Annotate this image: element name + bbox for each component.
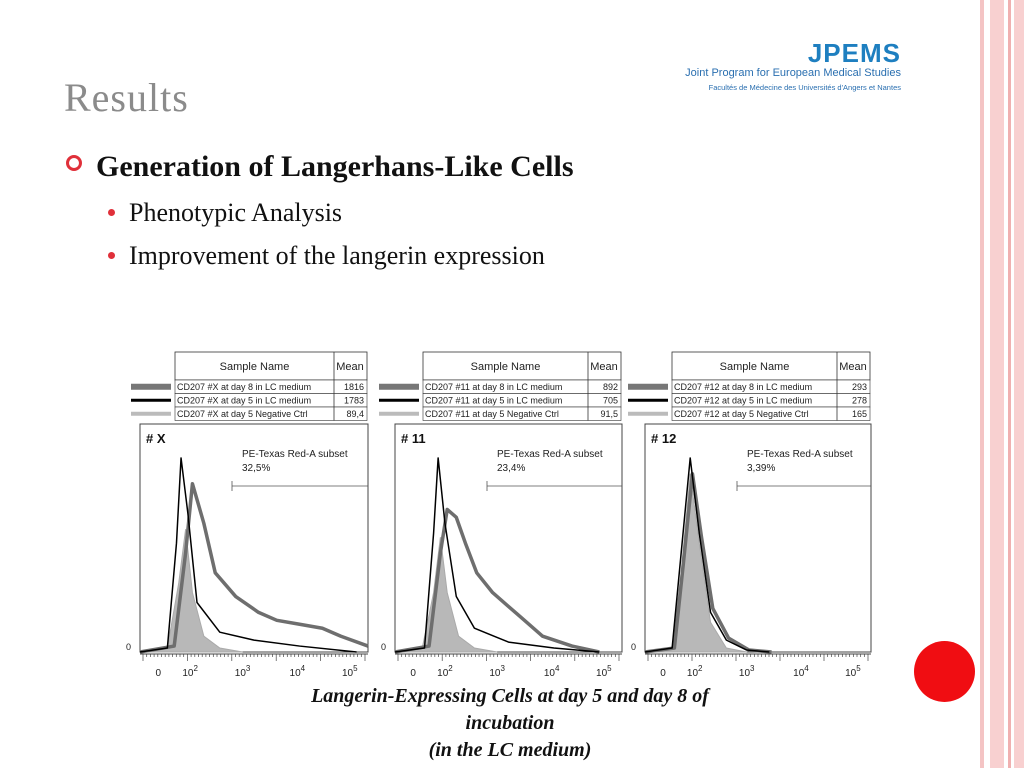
table-header-mean: Mean bbox=[839, 361, 867, 373]
table-sample-name: CD207 #X at day 5 in LC medium bbox=[177, 396, 311, 406]
table-row bbox=[174, 406, 368, 421]
gate-label: PE-Texas Red-A subset bbox=[747, 449, 853, 460]
table-sample-name: CD207 #12 at day 8 in LC medium bbox=[674, 382, 812, 392]
table-sample-name: CD207 #12 at day 5 Negative Ctrl bbox=[674, 409, 809, 419]
x-axis-tick-label: 103 bbox=[489, 664, 505, 679]
slide-title-text: Results bbox=[64, 75, 189, 120]
table-row bbox=[422, 406, 622, 421]
x-axis-tick-label: 103 bbox=[235, 664, 251, 679]
sub-bullet-2: Improvement of the langerin expression bbox=[108, 241, 545, 271]
x-axis-tick-label: 0 bbox=[155, 668, 161, 679]
gate-value: 32,5% bbox=[242, 463, 270, 474]
histogram-id: # 12 bbox=[651, 431, 676, 446]
x-axis-tick-label: 104 bbox=[544, 664, 560, 679]
histogram-id: # X bbox=[146, 431, 166, 446]
logo-line2: Facultés de Médecine des Universités d'A… bbox=[708, 83, 901, 92]
y-axis-zero: 0 bbox=[631, 642, 636, 652]
x-axis-tick-label: 103 bbox=[739, 664, 755, 679]
table-sample-name: CD207 #X at day 8 in LC medium bbox=[177, 382, 311, 392]
x-axis-tick-label: 105 bbox=[845, 664, 861, 679]
red-circle-decoration bbox=[914, 641, 975, 702]
dot-bullet-icon bbox=[108, 209, 115, 216]
gate-value: 23,4% bbox=[497, 463, 525, 474]
table-header-mean: Mean bbox=[590, 361, 618, 373]
slide-title: Results bbox=[64, 74, 189, 121]
table-sample-name: CD207 #11 at day 5 Negative Ctrl bbox=[425, 409, 559, 419]
table-sample-name: CD207 #11 at day 8 in LC medium bbox=[425, 382, 562, 392]
table-mean-value: 1816 bbox=[344, 382, 364, 392]
y-axis-zero: 0 bbox=[126, 642, 131, 652]
x-axis-tick-label: 102 bbox=[182, 664, 198, 679]
caption-line-2: incubation bbox=[465, 712, 555, 734]
day8-histogram-line bbox=[644, 472, 772, 654]
x-axis-tick-label: 0 bbox=[660, 668, 666, 679]
slide-border-stripes bbox=[980, 0, 1024, 768]
table-mean-value: 705 bbox=[603, 396, 618, 406]
circle-bullet-icon bbox=[66, 155, 82, 171]
main-bullet: Generation of Langerhans-Like Cells bbox=[66, 150, 574, 184]
sub-bullet-text: Phenotypic Analysis bbox=[129, 198, 343, 227]
figure-caption: Langerin-Expressing Cells at day 5 and d… bbox=[180, 683, 840, 764]
x-axis-tick-label: 105 bbox=[596, 664, 612, 679]
negative-ctrl-histogram bbox=[139, 529, 243, 653]
table-mean-value: 165 bbox=[852, 409, 867, 419]
day8-histogram-line bbox=[139, 481, 369, 654]
x-axis-tick-label: 102 bbox=[687, 664, 703, 679]
sub-bullet-text: Improvement of the langerin expression bbox=[129, 241, 545, 270]
day5-histogram-line bbox=[139, 457, 357, 653]
table-header-sample: Sample Name bbox=[720, 361, 790, 373]
logo-line1: Joint Program for European Medical Studi… bbox=[685, 67, 901, 79]
dot-bullet-icon bbox=[108, 252, 115, 259]
x-axis-tick-label: 105 bbox=[342, 664, 358, 679]
table-sample-name: CD207 #12 at day 5 in LC medium bbox=[674, 396, 812, 406]
gate-label: PE-Texas Red-A subset bbox=[242, 449, 348, 460]
x-axis-tick-label: 104 bbox=[793, 664, 809, 679]
table-sample-name: CD207 #11 at day 5 in LC medium bbox=[425, 396, 562, 406]
y-axis-zero: 0 bbox=[381, 642, 386, 652]
x-axis-tick-label: 0 bbox=[410, 668, 416, 679]
table-header-sample: Sample Name bbox=[220, 361, 290, 373]
logo-name: JPEMS bbox=[807, 38, 901, 68]
x-axis-tick-label: 102 bbox=[437, 664, 453, 679]
table-row bbox=[671, 406, 871, 421]
table-mean-value: 278 bbox=[852, 396, 867, 406]
table-mean-value: 91,5 bbox=[600, 409, 618, 419]
day5-histogram-line bbox=[644, 457, 770, 653]
table-header-mean: Mean bbox=[336, 361, 364, 373]
table-sample-name: CD207 #X at day 5 Negative Ctrl bbox=[177, 409, 308, 419]
day5-histogram-line bbox=[394, 457, 600, 653]
table-mean-value: 1783 bbox=[344, 396, 364, 406]
day8-histogram-line bbox=[394, 507, 600, 654]
histogram-id: # 11 bbox=[401, 431, 426, 446]
main-bullet-text: Generation of Langerhans-Like Cells bbox=[96, 150, 574, 183]
sub-bullet-1: Phenotypic Analysis bbox=[108, 198, 342, 228]
table-header bbox=[174, 351, 368, 381]
table-mean-value: 293 bbox=[852, 382, 867, 392]
gate-value: 3,39% bbox=[747, 463, 775, 474]
x-axis-tick-label: 104 bbox=[290, 664, 306, 679]
table-mean-value: 89,4 bbox=[346, 409, 364, 419]
caption-line-3: (in the LC medium) bbox=[428, 739, 592, 761]
caption-line-1: Langerin-Expressing Cells at day 5 and d… bbox=[311, 685, 709, 707]
gate-label: PE-Texas Red-A subset bbox=[497, 449, 603, 460]
table-mean-value: 892 bbox=[603, 382, 618, 392]
table-header-sample: Sample Name bbox=[471, 361, 541, 373]
jpems-logo: JPEMS Joint Program for European Medical… bbox=[685, 38, 901, 92]
